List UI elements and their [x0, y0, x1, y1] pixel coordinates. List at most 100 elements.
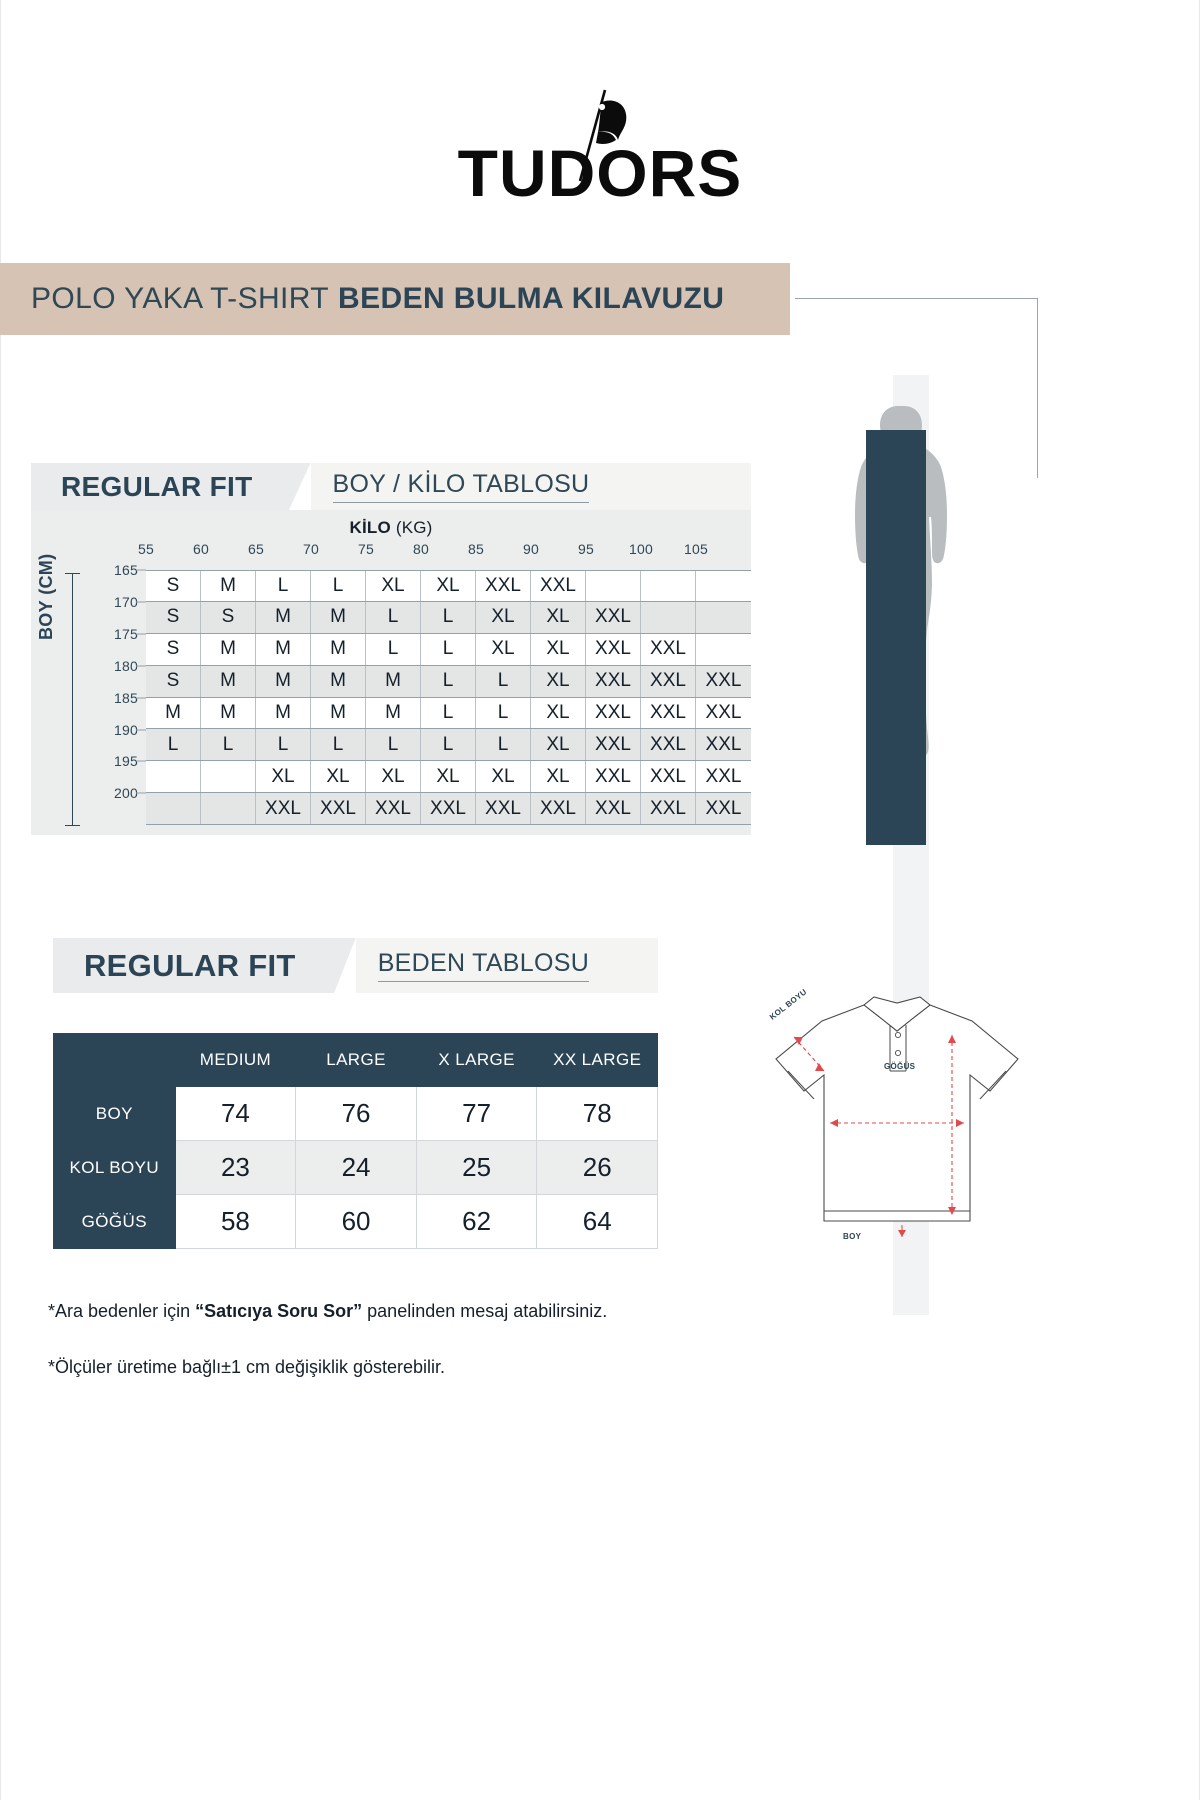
table1-y-tick-line [136, 792, 146, 794]
flag-icon [578, 89, 627, 182]
table1-cell-size: XXL [531, 571, 586, 601]
table1-cell-empty [201, 793, 256, 825]
table1-y-axis-title: BOY (CM) [36, 554, 57, 640]
table1-cell-empty [201, 761, 256, 793]
table1-cell-size: M [201, 665, 256, 697]
table2-caption: BEDEN TABLOSU [377, 949, 590, 982]
table1-x-tick: 60 [193, 541, 209, 557]
table1-y-tick: 165 [114, 562, 138, 578]
table1-y-axis-bracket-bottom [65, 825, 80, 826]
table2-col-medium: MEDIUM [174, 1033, 297, 1087]
table1-cell-size: XXL [531, 793, 586, 825]
table1-cell-size: XXL [705, 733, 742, 755]
table1-cell-size: XXL [641, 793, 696, 825]
table1-cell-empty [146, 793, 201, 825]
page-left-border [0, 0, 1, 1800]
table1-cell-size: M [366, 665, 421, 697]
table1-fit-label: REGULAR FIT [31, 463, 275, 510]
title-band: POLO YAKA T-SHIRT BEDEN BULMA KILAVUZU [0, 263, 790, 335]
table-row: L L L L L L L XL XXL XXL XXL [146, 729, 751, 762]
shirt-length-label: BOY [843, 1232, 862, 1241]
table1-cell-size: XXL [705, 702, 742, 723]
table1-cell-size: XXL [705, 670, 742, 692]
table1-cell-size: XXL [366, 793, 421, 825]
table1-cell-empty [586, 571, 641, 601]
footnote-1-part-a: *Ara bedenler için [48, 1301, 196, 1321]
table1-x-tick: 85 [468, 541, 484, 557]
table1-y-tick-line [136, 697, 146, 699]
logo-mark: TUDORS [450, 89, 750, 232]
table1-cell-size: L [201, 729, 256, 761]
table1-x-tick: 70 [303, 541, 319, 557]
table1-x-tick: 80 [413, 541, 429, 557]
table2-boy-xlarge: 77 [415, 1086, 538, 1141]
table1-y-tick-line [136, 760, 146, 762]
table1-y-tick: 200 [114, 785, 138, 802]
table1-x-tick: 55 [138, 541, 154, 557]
table1-cell-size: XXL [586, 729, 641, 761]
table1-cell-size: M [311, 601, 366, 633]
table1-y-tick-line [136, 633, 146, 635]
table1-cell-size: M [256, 665, 311, 697]
table1-cell-size: L [421, 697, 476, 729]
table1-y-tick-line [136, 729, 146, 730]
page-title: BEDEN BULMA KILAVUZU [338, 282, 725, 315]
table1-cell-size: L [311, 571, 366, 601]
footnote-2: *Ölçüler üretime bağlı±1 cm değişiklik g… [48, 1357, 446, 1377]
footnote-1-part-c: panelinden mesaj atabilirsiniz. [362, 1301, 608, 1321]
table1-y-tick: 170 [114, 593, 138, 610]
side-note-bold: Boy / Kilo [829, 469, 845, 533]
table1-cell-size: XXL [586, 761, 641, 793]
table2-col-xlarge: X LARGE [415, 1033, 538, 1087]
side-note-panel [866, 430, 926, 845]
polo-shirt-diagram-icon [775, 996, 1019, 1237]
table1-cell-size: XL [366, 571, 421, 601]
table1-cell-size: XL [476, 633, 531, 665]
table1-cell-size: M [366, 697, 421, 729]
table1-cell-size: XL [256, 761, 311, 793]
table1-y-tick-line [136, 569, 146, 571]
table-row: XXL XXL XXL XXL XXL XXL XXL XXL XXL [146, 793, 751, 826]
table1-y-axis-title-bold: BOY [36, 600, 56, 640]
table1-x-tick: 65 [248, 541, 264, 557]
table1-cell-size: M [146, 697, 201, 729]
table-row: XL XL XL XL XL XL XXL XXL XXL [146, 761, 751, 794]
table-row: M M M M M L L XL XXL XXL XXL [146, 697, 751, 730]
table2-col-xxlarge: XX LARGE [536, 1033, 658, 1087]
table2-gogus-medium: 58 [174, 1194, 297, 1249]
table-row: S M M M M L L XL XXL XXL XXL [146, 665, 751, 698]
table1-cell-empty [696, 571, 751, 601]
footnote-1: *Ara bedenler için “Satıcıya Soru Sor” p… [48, 1301, 607, 1322]
table1-cell-size: XXL [586, 601, 641, 633]
table1-cell-size: S [146, 633, 201, 665]
table1-cell-size: XL [476, 601, 531, 633]
table1-cell-size: L [421, 665, 476, 697]
table1-y-tick: 185 [114, 689, 138, 706]
table2-fit-label: REGULAR FIT [53, 938, 320, 993]
table1-x-tick: 95 [578, 541, 594, 557]
table1-cell-size: XXL [476, 793, 531, 825]
table1-cell-size: L [366, 601, 421, 633]
table2-boy-xxlarge: 78 [536, 1086, 658, 1141]
table1-cell-size: M [256, 697, 311, 729]
table1-cell-empty [696, 634, 751, 665]
table1-cell-size: L [421, 601, 476, 633]
table1-cell-size: M [311, 697, 366, 729]
brand-logo: TUDORS [0, 89, 1200, 232]
table1-y-axis-bracket-top [65, 573, 80, 574]
table1-tab-slant [274, 463, 311, 510]
title-connector-line-vertical [1037, 298, 1038, 478]
table1-cell-size: XXL [641, 665, 696, 697]
table1-cell-size: XL [531, 665, 586, 697]
table1-cell-size: XXL [641, 729, 696, 761]
table2-header-row: MEDIUM LARGE X LARGE XX LARGE [53, 1033, 658, 1087]
table1-cell-size: XL [476, 761, 531, 793]
table2-col-large: LARGE [295, 1033, 417, 1087]
table2-boy-large: 76 [295, 1086, 417, 1141]
table1-cell-size: M [201, 633, 256, 665]
brand-wordmark: TUDORS [457, 136, 743, 210]
table1-cell-size: XXL [476, 571, 531, 601]
table1-x-tick: 90 [523, 541, 539, 557]
table1-cell-size: M [201, 571, 256, 601]
